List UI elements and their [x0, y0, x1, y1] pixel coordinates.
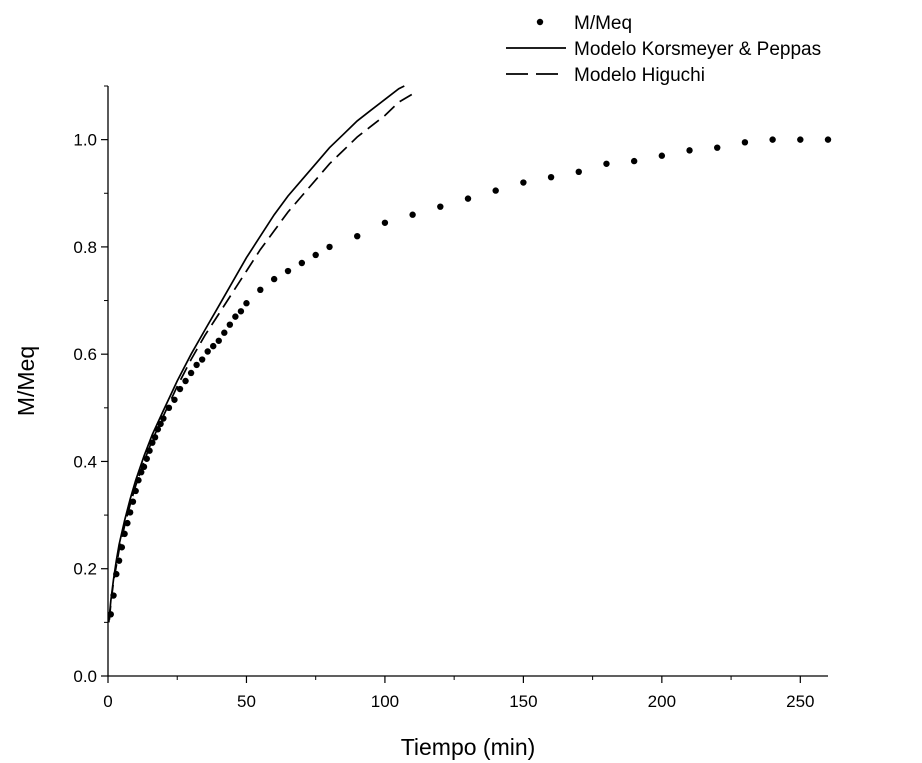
data-point [232, 313, 239, 320]
data-point [409, 211, 416, 218]
data-point [630, 157, 638, 165]
data-point [575, 168, 582, 176]
data-point [658, 152, 666, 159]
data-point [769, 136, 776, 143]
y-tick-label: 1.0 [73, 131, 97, 150]
y-tick-label: 0.6 [73, 345, 97, 364]
data-point [824, 136, 832, 143]
x-tick-label: 0 [103, 692, 112, 711]
data-point [686, 147, 693, 154]
data-point [237, 308, 245, 315]
data-point [115, 557, 123, 564]
legend-label: Modelo Higuchi [574, 65, 705, 86]
data-point [464, 195, 472, 202]
data-point [124, 519, 131, 527]
data-point [221, 329, 228, 336]
data-point [492, 187, 499, 194]
data-point [270, 275, 278, 283]
y-tick-label: 0.4 [73, 452, 97, 471]
data-point [226, 321, 234, 328]
data-point [437, 203, 444, 210]
data-point [215, 337, 222, 344]
higuchi-model-line [108, 93, 414, 620]
data-point [176, 385, 184, 393]
data-point [193, 361, 200, 369]
legend: M/Meq Modelo Korsmeyer & Peppas Modelo Hig… [506, 13, 821, 86]
x-axis-title: Tiempo (min) [401, 734, 536, 760]
plot-area [107, 85, 832, 623]
data-point [714, 144, 721, 151]
data-point [312, 251, 319, 259]
x-tick-label: 150 [509, 692, 537, 711]
data-point [160, 415, 167, 422]
legend-marker [536, 18, 544, 26]
y-axis-title: M/Meq [13, 346, 39, 416]
data-point [381, 219, 389, 226]
data-point [171, 396, 178, 403]
data-point [547, 173, 555, 181]
korsmeyer-peppas-model-line [107, 85, 405, 623]
legend-label: M/Meq [574, 13, 632, 34]
x-tick-label: 250 [786, 692, 814, 711]
data-point [284, 267, 292, 275]
x-tick-label: 50 [237, 692, 256, 711]
data-point [198, 356, 206, 363]
data-point [741, 139, 749, 146]
data-point [603, 160, 610, 167]
x-tick-label: 100 [371, 692, 399, 711]
legend-label: Modelo Korsmeyer & Peppas [574, 39, 821, 60]
y-tick-label: 0.0 [73, 667, 97, 686]
x-tick-label: 200 [648, 692, 676, 711]
y-tick-label: 0.2 [73, 560, 97, 579]
data-point [257, 286, 264, 294]
data-point [204, 348, 211, 355]
data-point [354, 232, 361, 240]
y-tick-label: 0.8 [73, 238, 97, 257]
data-point [243, 300, 250, 307]
data-point [797, 136, 804, 143]
data-point [143, 455, 150, 462]
data-point [182, 377, 189, 385]
data-point [326, 243, 333, 251]
data-point [520, 179, 527, 186]
data-point [298, 259, 306, 267]
data-point [210, 342, 217, 350]
data-point [187, 369, 195, 377]
axes: 0 50 100 150 200 250 0.0 0.2 0.4 0.6 0.8 1.0 [73, 85, 828, 711]
